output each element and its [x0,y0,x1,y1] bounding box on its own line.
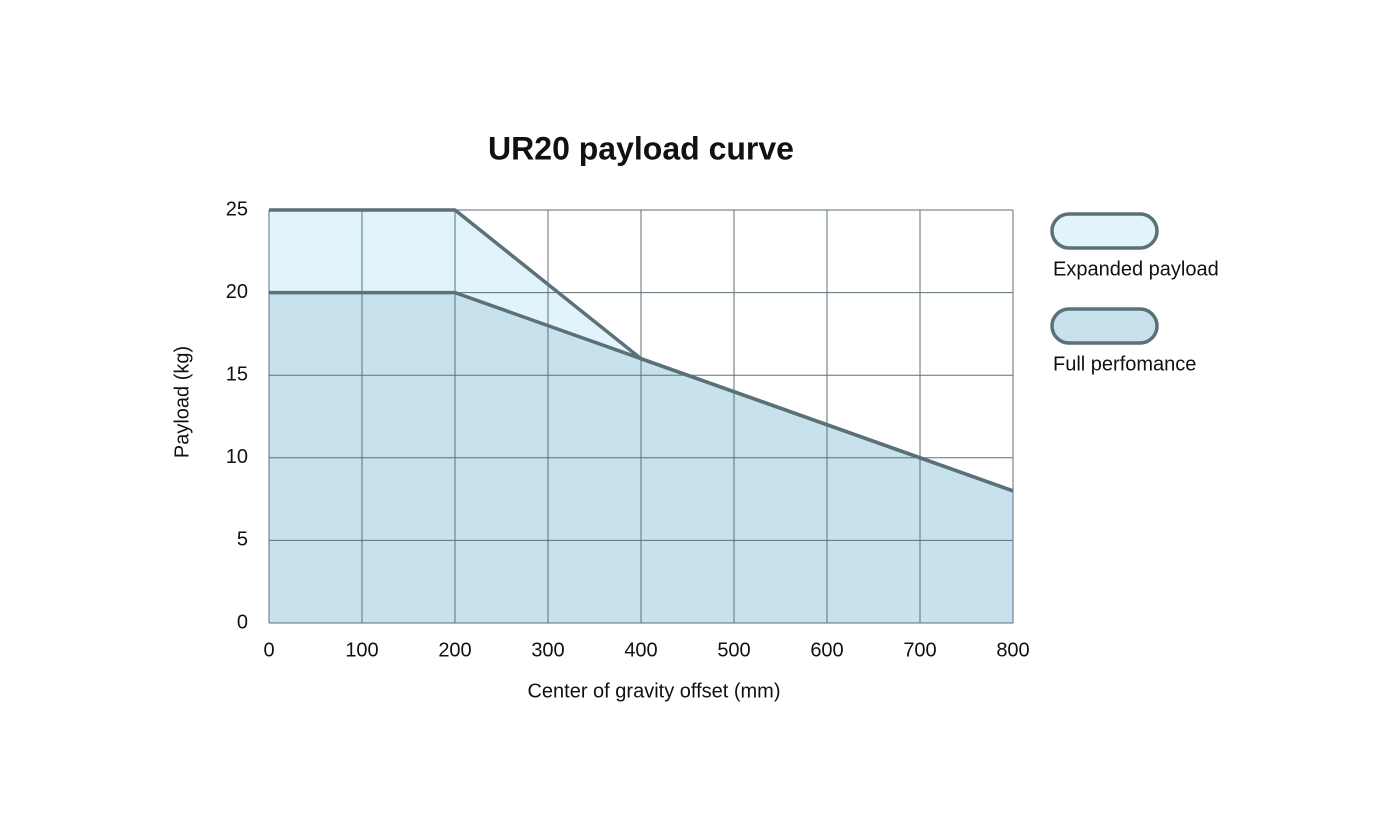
y-tick-label: 5 [237,529,248,551]
legend-label: Full perfomance [1053,353,1196,375]
x-tick-label: 800 [996,639,1029,661]
line [269,290,1014,493]
legend-swatch [1050,212,1159,250]
x-tick-label: 0 [263,639,274,661]
x-tick-label: 600 [810,639,843,661]
x-tick-label: 200 [438,639,471,661]
y-tick-label: 10 [226,446,248,468]
y-tick-label: 15 [226,363,248,385]
x-tick-label: 100 [345,639,378,661]
chart-title: UR20 payload curve [488,130,794,166]
legend-swatch [1050,307,1159,345]
x-tick-label: 700 [903,639,936,661]
x-axis-label: Center of gravity offset (mm) [527,680,780,702]
y-axis-label: Payload (kg) [171,346,193,458]
y-tick-label: 20 [226,281,248,303]
x-tick-label: 300 [531,639,564,661]
x-tick-label: 400 [624,639,657,661]
x-tick-label: 500 [717,639,750,661]
legend-label: Expanded payload [1053,258,1219,280]
y-tick-label: 0 [237,611,248,633]
y-tick-label: 25 [226,198,248,220]
